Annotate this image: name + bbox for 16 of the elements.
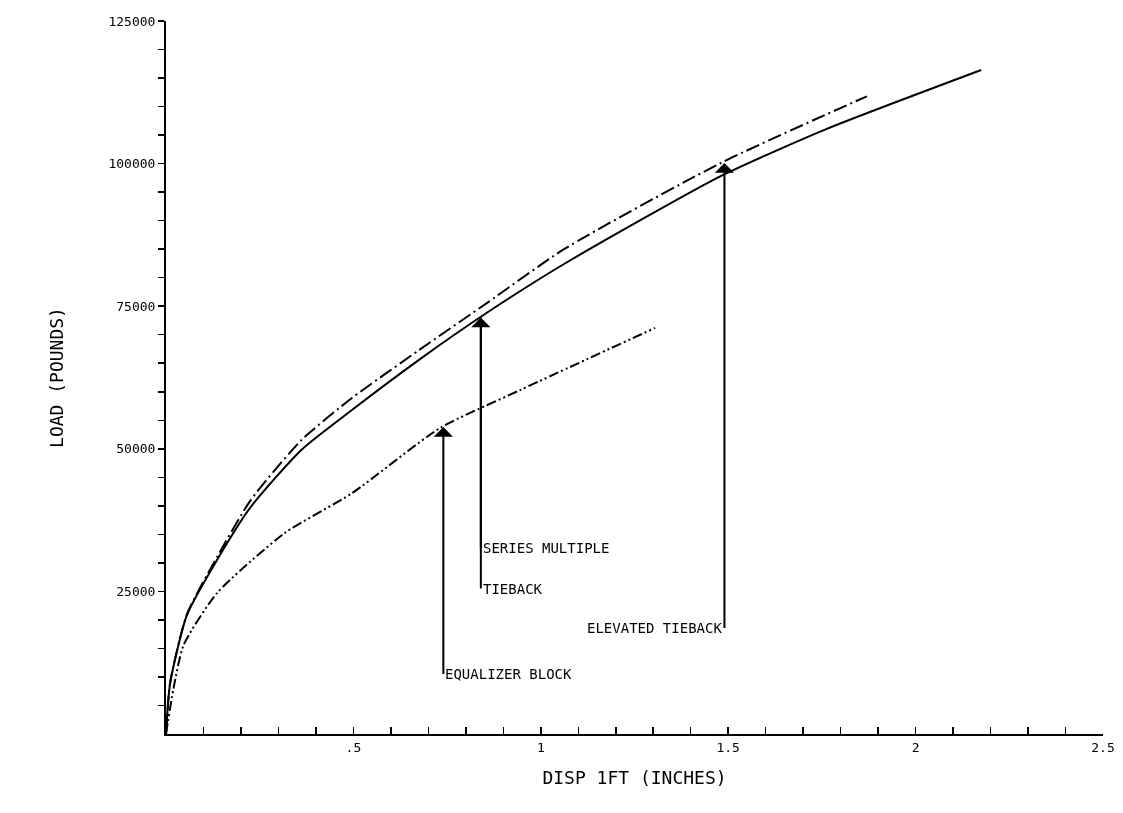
annotation: SERIES MULTIPLE — [483, 540, 610, 556]
y-tick-label: 75000 — [116, 298, 156, 314]
x-tick-label: 2.5 — [1091, 739, 1115, 755]
annotation: ELEVATED TIEBACK — [587, 620, 723, 636]
y-tick-label: 50000 — [116, 441, 156, 457]
y-tick-label: 125000 — [108, 13, 156, 29]
y-tick-label: 100000 — [108, 156, 156, 172]
y-axis-title: LOAD (POUNDS) — [46, 307, 68, 448]
annotation: TIEBACK — [483, 581, 543, 597]
x-tick-label: 1 — [536, 739, 545, 755]
x-axis-title: DISP 1FT (INCHES) — [542, 767, 727, 789]
x-tick-label: .5 — [345, 739, 362, 755]
x-tick-label: 1.5 — [716, 739, 740, 755]
x-tick-label: 2 — [911, 739, 920, 755]
annotation: EQUALIZER BLOCK — [445, 666, 572, 682]
y-tick-label: 25000 — [116, 583, 156, 599]
